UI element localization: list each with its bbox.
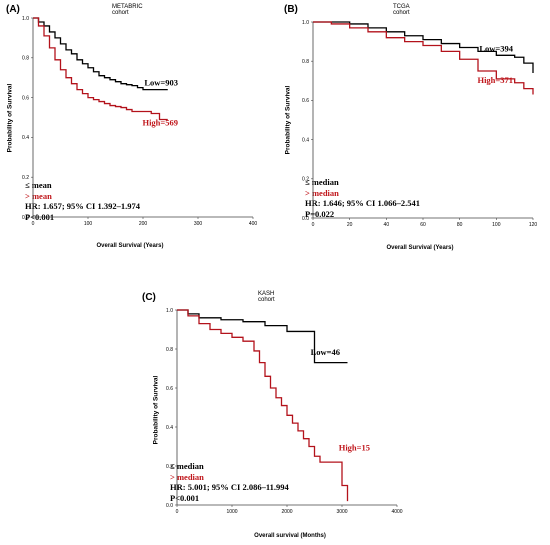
x-tick-label: 40 <box>384 222 390 228</box>
hazard-ratio: HR: 5.001; 95% CI 2.086–11.994 <box>170 482 289 492</box>
y-tick-label: 1.0 <box>166 308 173 314</box>
high-group-label: High=15 <box>339 442 370 452</box>
x-tick-label: 4000 <box>391 509 402 515</box>
stats-legend: ≤ mean > mean HR: 1.657; 95% CI 1.392–1.… <box>25 180 140 222</box>
x-axis-label: Overall survival (Months) <box>254 533 326 539</box>
low-group-label: Low=903 <box>144 78 178 88</box>
y-tick-label: 0.0 <box>22 215 29 221</box>
x-tick-label: 2000 <box>281 509 292 515</box>
legend-high: > mean <box>25 190 52 201</box>
y-tick-label: 0.8 <box>302 59 309 65</box>
x-tick-label: 20 <box>347 222 353 228</box>
y-tick-label: 1.0 <box>302 20 309 26</box>
y-tick-label: 0.8 <box>22 56 29 62</box>
x-tick-label: 0 <box>312 222 315 228</box>
p-value: P<0.001 <box>170 492 200 503</box>
stats-legend: ≤ median > median HR: 5.001; 95% CI 2.08… <box>170 461 289 503</box>
low-group-label: Low=394 <box>479 43 513 53</box>
high-risk-curve <box>313 21 534 95</box>
y-tick-label: 0.8 <box>166 347 173 353</box>
y-tick-label: 0.2 <box>166 464 173 470</box>
x-tick-label: 0 <box>32 221 35 227</box>
y-tick-label: 0.0 <box>302 216 309 222</box>
low-risk-curve <box>177 309 348 364</box>
high-group-label: High=569 <box>142 117 178 127</box>
x-tick-label: 100 <box>84 221 93 227</box>
y-tick-label: 0.2 <box>302 177 309 183</box>
low-risk-curve <box>33 17 168 91</box>
x-tick-label: 1000 <box>226 509 237 515</box>
y-tick-label: 0.0 <box>166 503 173 509</box>
x-tick-label: 300 <box>194 221 203 227</box>
x-tick-label: 3000 <box>336 509 347 515</box>
low-group-label: Low=46 <box>311 347 340 357</box>
y-tick-label: 0.4 <box>166 425 173 431</box>
hazard-ratio: HR: 1.657; 95% CI 1.392–1.974 <box>25 201 140 211</box>
hazard-ratio: HR: 1.646; 95% CI 1.066–2.541 <box>305 198 420 208</box>
legend-low: ≤ median <box>305 177 339 187</box>
x-tick-label: 100 <box>492 222 501 228</box>
x-axis-label: Overall Survival (Years) <box>386 245 454 251</box>
legend-high: > median <box>170 471 204 482</box>
x-tick-label: 200 <box>139 221 148 227</box>
high-risk-curve <box>33 17 168 121</box>
panel-label: (C) <box>142 292 156 303</box>
x-tick-label: 120 <box>529 222 538 228</box>
y-tick-label: 0.2 <box>22 175 29 181</box>
panel-title: TCGA cohort <box>393 4 410 16</box>
x-tick-label: 0 <box>176 509 179 515</box>
y-tick-label: 0.6 <box>166 386 173 392</box>
panel-label: (A) <box>6 4 20 15</box>
legend-high: > median <box>305 187 339 198</box>
p-value: P=0.022 <box>305 208 335 219</box>
y-tick-label: 0.6 <box>22 95 29 101</box>
x-axis-label: Overall Survival (Years) <box>96 243 164 249</box>
y-tick-label: 0.4 <box>302 137 309 143</box>
stats-legend: ≤ median > median HR: 1.646; 95% CI 1.06… <box>305 177 420 219</box>
legend-low: ≤ mean <box>25 180 52 190</box>
y-tick-label: 0.4 <box>22 135 29 141</box>
y-tick-label: 0.6 <box>302 98 309 104</box>
low-risk-curve <box>313 21 534 73</box>
panel-title: KASH cohort <box>258 291 275 303</box>
high-group-label: High=371 <box>477 75 513 85</box>
x-tick-label: 400 <box>249 221 258 227</box>
p-value: P<0.001 <box>25 211 55 222</box>
legend-low: ≤ median <box>170 461 204 471</box>
panel-title: METABRIC cohort <box>112 4 143 16</box>
x-tick-label: 80 <box>457 222 463 228</box>
y-tick-label: 1.0 <box>22 16 29 22</box>
x-tick-label: 60 <box>420 222 426 228</box>
panel-label: (B) <box>284 4 298 15</box>
high-risk-curve <box>177 309 349 502</box>
